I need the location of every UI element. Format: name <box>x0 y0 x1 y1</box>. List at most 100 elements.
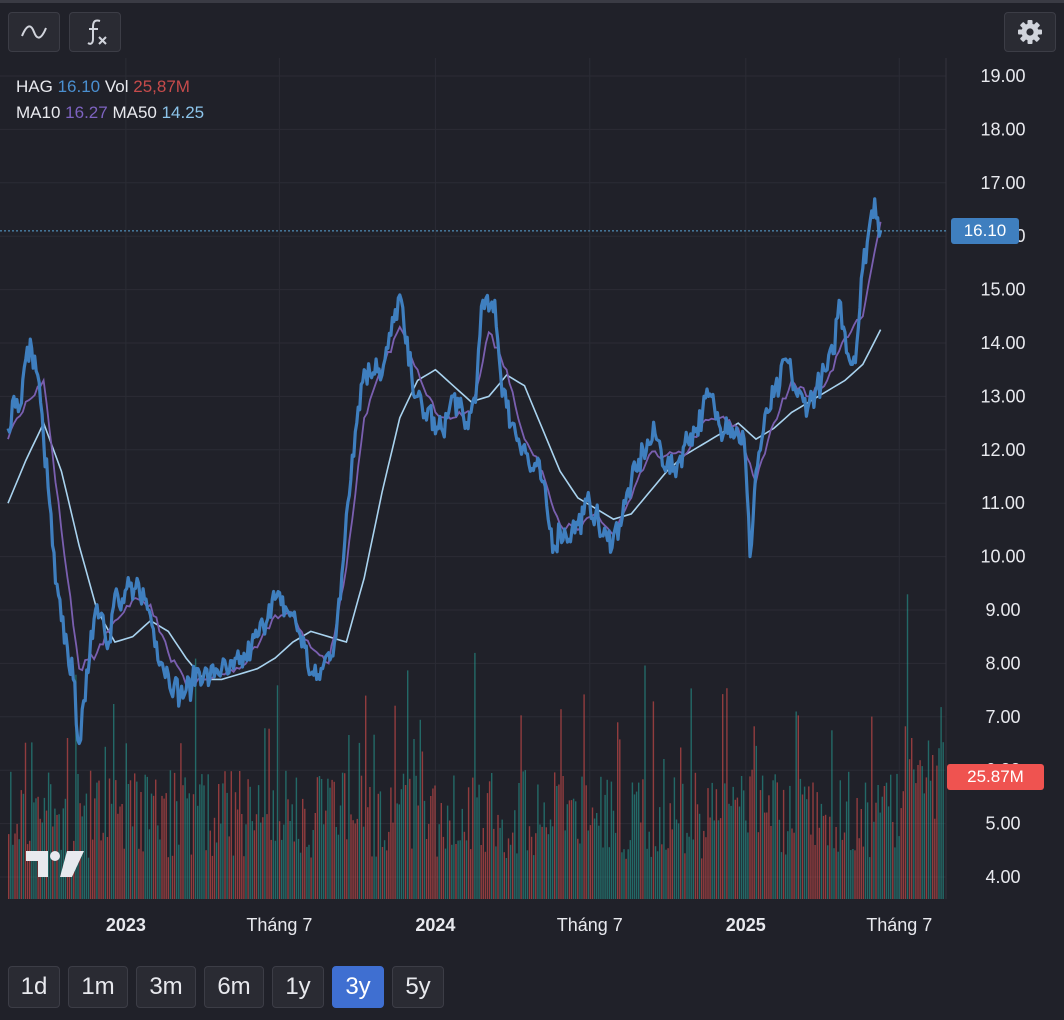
volume-bar <box>816 792 818 899</box>
volume-bar <box>570 800 573 899</box>
volume-bar <box>915 783 917 899</box>
volume-bar <box>705 837 707 899</box>
volume-bar <box>785 854 787 899</box>
volume-bar <box>801 794 804 899</box>
range-button-1d[interactable]: 1d <box>8 966 60 1008</box>
volume-bar <box>894 847 896 899</box>
line-chart-icon <box>21 25 47 39</box>
volume-bar <box>373 734 375 899</box>
volume-bar <box>453 775 455 899</box>
volume-bar <box>814 845 816 899</box>
volume-bar <box>295 777 298 899</box>
volume-bar <box>743 790 745 899</box>
volume-bar <box>589 825 592 899</box>
volume-bar <box>535 833 537 899</box>
volume-bar <box>558 784 560 899</box>
volume-bar <box>810 834 812 899</box>
volume-bar <box>528 826 531 899</box>
legend-ma10-label: MA10 <box>16 103 61 122</box>
volume-bar <box>283 824 285 899</box>
volume-bar <box>52 826 54 899</box>
volume-bar <box>293 841 295 899</box>
range-button-1y[interactable]: 1y <box>272 966 324 1008</box>
price-chart[interactable]: 19.0018.0017.0016.0015.0014.0013.0012.00… <box>0 58 1064 948</box>
y-tick-label: 17.00 <box>980 173 1025 193</box>
volume-bar <box>732 786 734 899</box>
volume-bar <box>556 786 558 899</box>
chart-type-button[interactable] <box>8 12 60 52</box>
legend-ma50-label: MA50 <box>112 103 157 122</box>
legend-symbol: HAG <box>16 77 53 96</box>
range-button-3m[interactable]: 3m <box>136 966 196 1008</box>
volume-bar <box>369 787 371 899</box>
range-button-6m[interactable]: 6m <box>204 966 264 1008</box>
volume-bar <box>680 747 682 899</box>
volume-bar <box>831 730 833 899</box>
volume-bar <box>402 773 405 899</box>
volume-bar <box>314 813 316 899</box>
volume-bar <box>142 851 144 899</box>
volume-bar <box>673 777 676 899</box>
volume-bar <box>753 726 755 899</box>
range-button-5y[interactable]: 5y <box>392 966 444 1008</box>
volume-bar <box>262 817 264 899</box>
volume-bar <box>257 785 260 899</box>
volume-bar <box>554 772 556 899</box>
volume-bar <box>276 685 279 899</box>
last-volume-badge: 25.87M <box>947 764 1044 790</box>
top-border <box>0 0 1064 3</box>
volume-bar <box>722 694 724 899</box>
range-button-3y[interactable]: 3y <box>332 966 384 1008</box>
volume-bar <box>795 711 797 899</box>
volume-bar <box>520 715 522 899</box>
volume-bar <box>482 828 484 899</box>
volume-bar <box>533 855 535 899</box>
volume-bar <box>140 792 142 899</box>
volume-bar <box>127 784 130 899</box>
y-tick-label: 8.00 <box>985 653 1020 673</box>
y-tick-label: 9.00 <box>985 600 1020 620</box>
volume-bar <box>904 726 907 899</box>
volume-bar <box>638 782 640 899</box>
volume-bar <box>66 738 69 899</box>
gear-icon <box>1018 20 1042 44</box>
volume-bar <box>444 848 447 899</box>
volume-bar <box>858 838 860 899</box>
volume-bar <box>612 810 615 899</box>
volume-bar <box>772 780 774 899</box>
volume-bar <box>791 828 793 899</box>
volume-bar <box>543 802 545 899</box>
volume-bar <box>512 832 514 899</box>
range-button-1m[interactable]: 1m <box>68 966 128 1008</box>
volume-bar <box>562 776 564 899</box>
range-selector: 1d 1m 3m 6m 1y 3y 5y <box>8 966 444 1008</box>
y-tick-label: 5.00 <box>985 814 1020 834</box>
volume-bar <box>239 771 241 899</box>
volume-bar <box>549 819 552 899</box>
volume-bar <box>860 809 862 899</box>
indicators-button[interactable] <box>69 12 121 52</box>
volume-bar <box>932 755 934 899</box>
volume-bar <box>201 774 203 899</box>
volume-bar <box>442 836 445 899</box>
volume-bar <box>113 704 115 899</box>
volume-bar <box>730 805 732 899</box>
volume-bar <box>310 857 312 899</box>
volume-bar <box>289 821 291 899</box>
volume-bar <box>900 808 902 899</box>
volume-bar <box>593 818 596 899</box>
volume-bar <box>125 743 127 899</box>
y-tick-label: 12.00 <box>980 440 1025 460</box>
volume-bar <box>188 793 190 899</box>
settings-button[interactable] <box>1004 12 1056 52</box>
volume-bar <box>501 819 503 899</box>
volume-bar <box>92 839 94 899</box>
volume-bar <box>467 787 470 899</box>
volume-bar <box>917 765 919 899</box>
volume-bar <box>270 839 272 899</box>
volume-bar <box>614 832 617 899</box>
volume-bar <box>806 799 808 899</box>
volume-bar <box>304 808 306 899</box>
volume-bar <box>856 798 858 899</box>
volume-bar <box>942 742 944 899</box>
